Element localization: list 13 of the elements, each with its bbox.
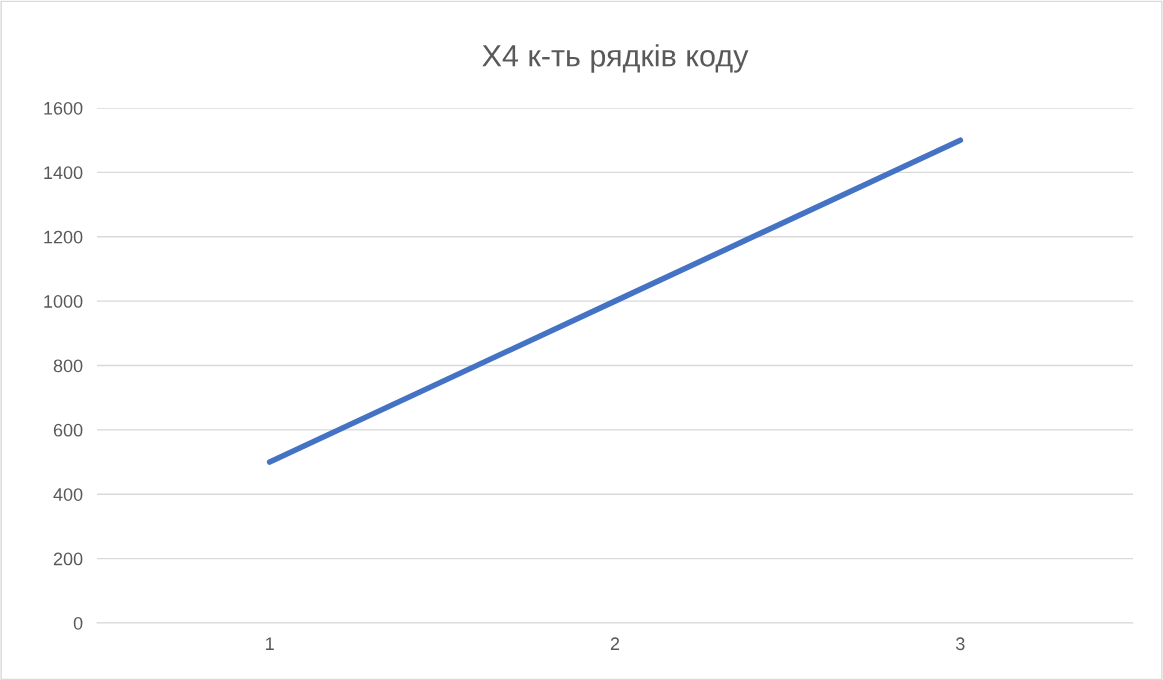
x-tick-label: 1	[266, 637, 274, 650]
y-tick-label: 800	[53, 359, 83, 373]
y-tick-label: 200	[53, 552, 83, 566]
y-tick-label: 0	[73, 616, 83, 630]
y-tick-label: 1200	[44, 230, 83, 244]
y-tick-label: 400	[53, 488, 83, 501]
x-tick-label: 3	[956, 637, 965, 651]
y-tick-label: 1600	[44, 101, 83, 115]
y-tick-label: 600	[53, 423, 83, 437]
y-tick-label: 1000	[44, 295, 83, 308]
chart-title: X4 к-ть рядків коду	[482, 44, 749, 73]
x-tick-label: 2	[610, 637, 620, 650]
y-tick-label: 1400	[44, 166, 83, 180]
